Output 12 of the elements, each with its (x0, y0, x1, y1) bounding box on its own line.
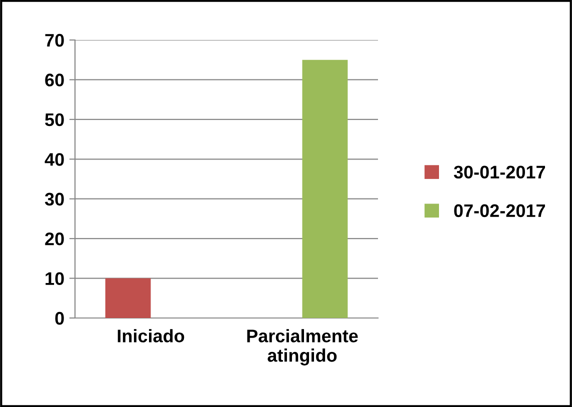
y-tick-label: 40 (44, 153, 64, 166)
y-tick-label: 70 (45, 34, 64, 47)
y-tick-label: 30 (44, 192, 64, 206)
y-tick-label: 60 (45, 74, 64, 86)
y-tick-label: 50 (45, 113, 64, 126)
y-tick-label: 20 (45, 232, 64, 246)
x-tick-label: Iniciado (118, 329, 184, 342)
legend-label: 30-01-2017 (454, 166, 546, 179)
y-tick-label: 10 (46, 272, 64, 286)
y-tick-label: 0 (55, 312, 64, 325)
legend-label: 07-02-2017 (454, 204, 546, 218)
x-tick-label: Parcialmente atingido (247, 329, 358, 366)
